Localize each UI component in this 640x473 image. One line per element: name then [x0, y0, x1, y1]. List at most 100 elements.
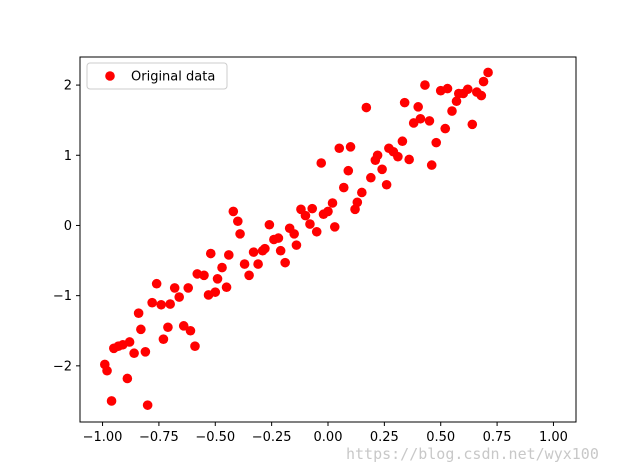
data-point: [305, 219, 315, 229]
data-point: [124, 337, 135, 347]
data-point: [329, 222, 340, 232]
data-point: [311, 226, 322, 237]
y-axis: −2 −1 0 1 2: [53, 79, 80, 374]
data-point: [424, 116, 435, 126]
data-point: [462, 84, 473, 95]
x-tick-label: −0.50: [195, 430, 235, 445]
data-point: [253, 259, 263, 269]
data-point: [275, 245, 286, 256]
data-point: [426, 160, 437, 170]
data-point: [372, 150, 383, 161]
data-point: [483, 67, 493, 78]
data-point: [102, 365, 112, 376]
x-axis: −1.00 −0.75 −0.50 −0.25 0.00 0.25 0.50 0.75 1.00: [83, 422, 568, 445]
data-point: [169, 283, 180, 293]
data-point: [260, 243, 270, 254]
data-point: [397, 136, 408, 147]
plot-area: [80, 57, 576, 422]
data-point: [147, 297, 157, 308]
y-tick-label: 1: [64, 149, 72, 164]
data-point: [151, 278, 162, 289]
data-point: [122, 373, 133, 384]
data-point: [185, 325, 196, 336]
data-point: [212, 274, 223, 284]
data-point: [158, 334, 169, 344]
x-tick-label: −0.75: [139, 430, 179, 445]
x-tick-label: 0.00: [314, 430, 343, 445]
data-point: [235, 229, 245, 239]
data-points: [100, 67, 493, 410]
data-point: [244, 270, 254, 281]
y-tick-label: 0: [64, 219, 72, 234]
data-point: [239, 259, 250, 269]
data-point: [415, 113, 426, 124]
data-point: [190, 341, 200, 351]
data-point: [307, 203, 318, 214]
data-point: [224, 250, 234, 260]
data-point: [399, 97, 410, 108]
data-point: [338, 182, 349, 193]
x-tick-label: 0.75: [483, 430, 512, 445]
x-tick-label: −0.25: [252, 430, 292, 445]
data-point: [404, 154, 414, 165]
data-point: [106, 396, 117, 406]
y-tick-label: 2: [64, 79, 72, 94]
data-point: [323, 206, 333, 217]
data-point: [357, 187, 367, 198]
data-point: [316, 158, 327, 168]
data-point: [366, 172, 376, 183]
data-point: [174, 292, 184, 302]
data-point: [273, 233, 284, 243]
data-point: [334, 143, 345, 154]
data-point: [300, 210, 311, 221]
legend-box: [86, 62, 228, 90]
data-point: [377, 164, 387, 175]
data-point: [447, 106, 457, 116]
data-point: [431, 137, 442, 148]
data-point: [248, 247, 259, 257]
y-tick-label: −2: [53, 359, 72, 374]
data-point: [142, 400, 153, 410]
data-point: [352, 197, 363, 208]
data-point: [476, 90, 487, 101]
data-point: [420, 80, 430, 90]
data-point: [165, 299, 175, 309]
data-point: [140, 347, 151, 357]
data-point: [133, 308, 144, 319]
x-tick-label: −1.00: [83, 430, 123, 445]
data-point: [178, 321, 189, 331]
data-point: [478, 76, 489, 87]
data-point: [210, 287, 221, 297]
watermark: https://blog.csdn.net/wyx100: [346, 445, 599, 463]
data-point: [199, 270, 209, 281]
x-tick-label: 0.50: [426, 430, 455, 445]
data-point: [381, 179, 392, 190]
data-point: [289, 229, 299, 239]
data-point: [467, 119, 478, 130]
data-point: [327, 198, 338, 208]
data-point: [217, 262, 227, 273]
data-point: [136, 324, 146, 335]
data-point: [393, 151, 403, 162]
data-point: [440, 123, 451, 134]
data-point: [228, 206, 239, 217]
x-tick-label: 0.25: [370, 430, 399, 445]
x-tick-label: 1.00: [539, 430, 568, 445]
data-point: [233, 216, 243, 227]
legend: Original data: [86, 62, 228, 90]
legend-marker: [105, 71, 115, 81]
data-point: [442, 83, 453, 94]
y-tick-label: −1: [53, 289, 72, 304]
data-point: [129, 348, 139, 359]
data-point: [183, 283, 194, 293]
data-point: [280, 257, 290, 268]
data-point: [361, 102, 372, 113]
data-point: [413, 102, 423, 112]
data-point: [343, 165, 354, 176]
data-point: [221, 282, 232, 293]
data-point: [205, 248, 216, 259]
data-point: [163, 322, 173, 333]
data-point: [451, 96, 462, 107]
data-point: [345, 142, 356, 152]
